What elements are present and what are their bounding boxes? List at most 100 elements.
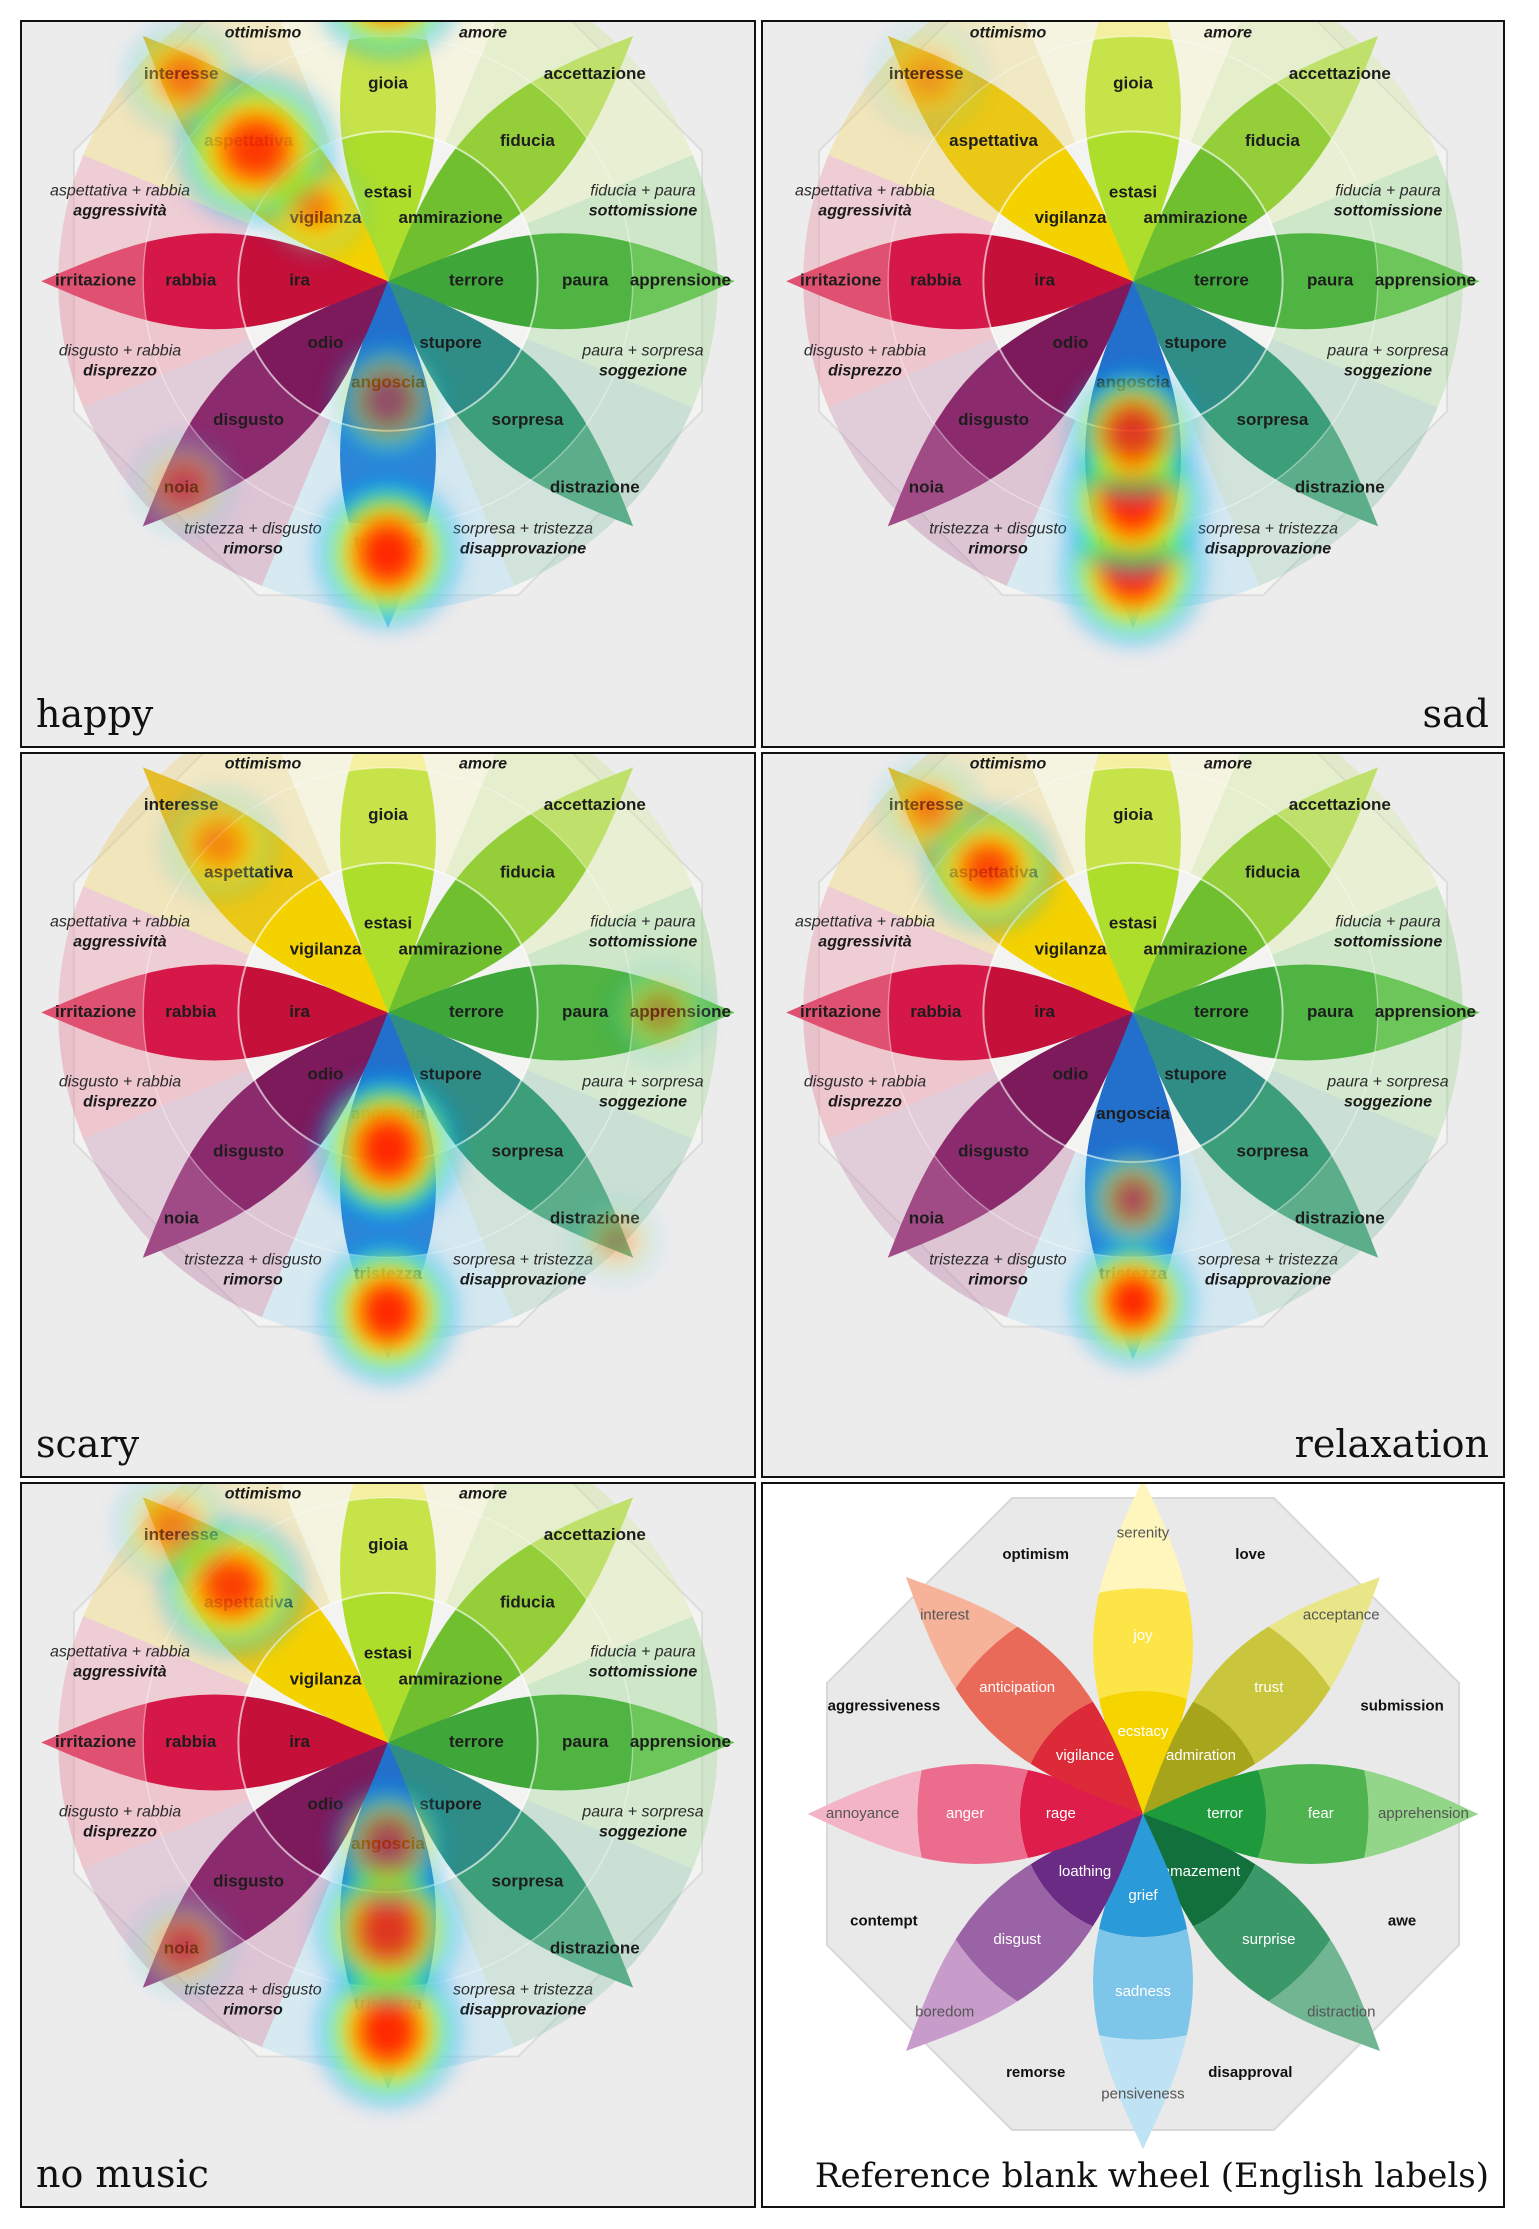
dyad-name-lr: disapprovazione [460,2002,586,2019]
petal-label-lr-2: stupore [419,333,481,352]
dyad-name-ll: rimorso [223,540,283,557]
dyad-formula-lr: sorpresa + tristezza [453,1982,593,1999]
petal-band [451,344,634,527]
petal-label-left-0: irritazione [55,1002,136,1021]
heat-hotspot [874,756,984,860]
petal-label-lr-2: stupore [419,1064,481,1083]
petal-label-ur-0: accettazione [544,1525,646,1544]
petal-label-left-1: rabbia [165,271,217,290]
dyad-sector-top [388,754,622,907]
petal-label-left-2: ira [289,1002,310,1021]
dyad-name-lr: disapprovazione [1205,540,1331,557]
petal-label-left-0: irritazione [55,1732,136,1751]
dyad-formula-left-down: disgusto + rabbia [59,1074,181,1091]
petal-band [1196,344,1379,527]
dyad-name-right-down: soggezione [1344,1094,1432,1111]
heat-hotspot [157,784,283,904]
petal-label-top-2: estasi [364,914,412,933]
dyad-formula-left-up: aspettativa + rabbia [50,914,190,931]
ref-petal-label-ur-0: acceptance [1303,1607,1380,1624]
ref-dyad-ll: remorse [1006,2064,1065,2081]
dyad-formula-left-up: aspettativa + rabbia [50,182,190,199]
petal-left [786,964,1133,1061]
petal-label-lr-0: distrazione [550,477,640,496]
dyad-name-left-up: aggressività [73,202,166,219]
dyad-name-left-down: disprezzo [83,1094,157,1111]
ref-petal-label-left-2: rage [1046,1805,1076,1822]
dyad-name-left-down: disprezzo [83,362,157,379]
dyad-formula-left-down: disgusto + rabbia [804,1074,926,1091]
petal-label-top-1: gioia [368,73,408,92]
ref-dyad-ur: love [1235,1546,1265,1563]
petal-label-lr-0: distrazione [1295,1209,1385,1228]
petal-band [451,767,634,950]
petal-label-ll-2: odio [308,1794,344,1813]
petal-band [1133,964,1283,1061]
petal-label-right-0: apprensione [630,271,731,290]
petal-band [388,233,538,330]
dyad-sector-right [494,1742,718,1976]
dyad-name-ur: amore [1204,24,1252,41]
panel-relaxation: serenitàgioiaestasiaccettazionefiduciaam… [761,752,1505,1478]
petal-right [1133,233,1480,330]
petal-label-lr-1: sorpresa [491,410,563,429]
petal-right [1133,964,1480,1061]
ref-petal-label-top-1: joy [1132,1627,1153,1644]
petal-top [1085,22,1181,282]
petal-band [1196,1075,1379,1258]
dyad-name-left-up: aggressività [818,202,911,219]
ref-dyad-lr: awe [1388,1912,1416,1929]
dyad-name-left-down: disprezzo [83,1824,157,1841]
petal-band [517,964,633,1061]
petal-band [887,344,1070,527]
ref-petal-label-ul-1: anticipation [979,1679,1055,1696]
dyad-formula-lr: sorpresa + tristezza [1198,520,1338,537]
petal-label-right-1: paura [562,1732,609,1751]
petal-label-ll-2: odio [308,1064,344,1083]
petal-band [983,964,1133,1061]
petal-label-top-1: gioia [1113,73,1153,92]
petal-label-lr-1: sorpresa [491,1871,563,1890]
heatmap-layer [109,1484,466,2114]
petal-label-ll-1: disgusto [213,1871,284,1890]
petal-left [41,1694,388,1791]
petal-band [888,964,1004,1061]
petal-label-ur-1: fiducia [500,1592,555,1611]
dyad-name-ul: ottimismo [225,1486,302,1503]
heat-hotspot [129,433,239,538]
ref-petal-band [906,1872,1085,2051]
dyad-name-lr: disapprovazione [460,540,586,557]
petal-band [143,233,259,330]
petal-top [340,754,436,1013]
petal-label-ll-0: noia [909,1209,944,1228]
dyad-formula-left-down: disgusto + rabbia [804,342,926,359]
dyad-sector-left [803,779,1027,1013]
petal-top [340,1484,436,1743]
dyad-name-ur: amore [459,756,507,773]
dyad-name-ul: ottimismo [225,24,302,41]
dyad-formula-right-up: fiducia + paura [590,1644,696,1661]
dyad-formula-right-up: fiducia + paura [590,182,696,199]
petal-label-ur-1: fiducia [1245,131,1300,150]
petal-band [451,1805,634,1988]
petal-band [887,1075,1070,1258]
petal-label-ll-2: odio [308,333,344,352]
petal-band [1085,36,1181,152]
ref-petal-label-lr-0: distraction [1307,2003,1375,2020]
heat-hotspot [129,1894,239,1999]
petal-band [1085,1012,1181,1163]
petal-band [600,233,735,330]
ref-petal-label-ll-1: disgust [993,1931,1041,1948]
dyad-formula-left-up: aspettativa + rabbia [795,914,935,931]
ref-petal-band [1143,1764,1267,1864]
petal-label-ll-1: disgusto [213,410,284,429]
heatmap-layer [866,22,1211,653]
ref-petal-label-ur-1: trust [1254,1679,1284,1696]
heat-hotspot [310,471,466,636]
dyad-sector-ur [494,1509,718,1743]
ref-dyad-ul: aggressiveness [828,1698,941,1715]
dyad-name-ul: ottimismo [970,24,1047,41]
heat-hotspot [605,960,715,1065]
dyad-sector-top [388,22,622,176]
dyad-formula-left-down: disgusto + rabbia [59,342,181,359]
